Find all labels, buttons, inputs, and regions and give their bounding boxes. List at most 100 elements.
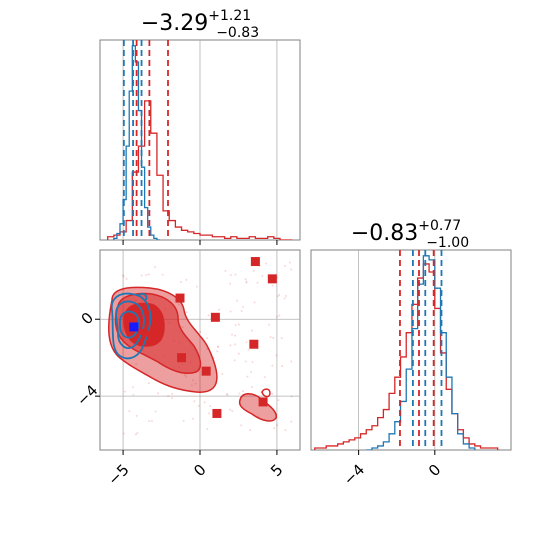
sample-point (272, 336, 275, 339)
sample-point (284, 264, 287, 267)
sample-point (140, 274, 143, 277)
sample-point (203, 401, 206, 404)
sample-point (277, 295, 280, 298)
sample-point (229, 310, 232, 313)
sample-point (122, 432, 125, 435)
red-square-marker (249, 339, 259, 349)
sample-point (180, 280, 183, 283)
blue-square-marker (129, 322, 139, 332)
sample-point (183, 374, 186, 377)
panel-top-left-title-median: −3.29 (141, 11, 208, 36)
sample-point (148, 420, 151, 423)
sample-point (249, 429, 252, 432)
sample-point (181, 326, 184, 329)
panel-top-left-title: −3.29+1.21 −0.83 (141, 8, 259, 41)
sample-point (284, 429, 287, 432)
panel-bottom-right: −0.83+0.77 −1.00 (310, 218, 512, 451)
red-square-marker (201, 366, 211, 376)
panel-bottom-right-title-minus: −1.00 (426, 235, 469, 251)
sample-point (229, 344, 232, 347)
sample-point (197, 404, 200, 407)
top-left-hist-blue (113, 45, 160, 240)
sample-point (250, 385, 253, 388)
sample-point (154, 410, 157, 413)
red-square-marker (175, 293, 185, 303)
sample-point (240, 424, 243, 427)
sample-point (271, 284, 274, 287)
panel-top-left: −3.29+1.21 −0.83 (99, 8, 301, 241)
sample-point (216, 350, 219, 353)
sample-point (217, 345, 220, 348)
sample-point (150, 420, 153, 423)
sample-point (247, 348, 250, 351)
panel-bottom-left (99, 249, 301, 451)
sample-point (290, 420, 293, 423)
sample-point (128, 410, 131, 413)
sample-point (280, 337, 283, 340)
sample-point (237, 352, 240, 355)
red-square-marker (250, 257, 260, 267)
sample-point (271, 392, 274, 395)
sample-point (244, 360, 247, 363)
sample-point (209, 404, 212, 407)
panel-top-left-title-plus: +1.21 (208, 8, 251, 24)
panel-bottom-right-title-median: −0.83 (351, 221, 418, 246)
sample-point (265, 262, 268, 265)
sample-point (145, 274, 148, 277)
red-square-marker (212, 408, 222, 418)
sample-point (161, 273, 164, 276)
bottom-right-hist-blue (366, 255, 476, 450)
sample-point (290, 268, 293, 271)
sample-point (206, 347, 209, 350)
panel-bottom-right-title-plus: +0.77 (418, 218, 461, 234)
sample-point (244, 278, 247, 281)
sample-point (132, 393, 135, 396)
panel-bottom-right-frame (310, 249, 512, 451)
sample-point (216, 345, 219, 348)
sample-point (275, 354, 278, 357)
sample-point (234, 273, 237, 276)
panel-bottom-right-histograms (314, 255, 499, 450)
red-point-marker (140, 328, 150, 338)
sample-point (199, 330, 202, 333)
panel-top-left-title-minus: −0.83 (216, 25, 259, 41)
red-square-marker (267, 274, 277, 284)
sample-point (153, 265, 156, 268)
sample-point (288, 261, 291, 264)
sample-point (236, 299, 239, 302)
sample-point (226, 393, 229, 396)
sample-point (278, 293, 281, 296)
sample-point (231, 333, 234, 336)
sample-point (250, 370, 253, 373)
bottom-left-ytick-label: −4 (73, 381, 101, 409)
sample-point (194, 382, 197, 385)
sample-point (276, 276, 279, 279)
sample-point (192, 379, 195, 382)
sample-point (273, 427, 276, 430)
sample-point (206, 337, 209, 340)
sample-point (284, 294, 287, 297)
sample-point (136, 431, 139, 434)
sample-point (252, 269, 255, 272)
sample-point (238, 392, 241, 395)
sample-point (218, 308, 221, 311)
sample-point (278, 314, 281, 317)
sample-point (268, 323, 271, 326)
sample-point (134, 433, 137, 436)
sample-point (225, 393, 228, 396)
sample-point (147, 273, 150, 276)
sample-point (224, 269, 227, 272)
sample-point (269, 336, 272, 339)
sample-point (131, 386, 134, 389)
sample-point (245, 281, 248, 284)
bottom-left-xtick-label: −5 (104, 461, 132, 489)
red-contour-island (238, 393, 278, 422)
sample-point (229, 282, 232, 285)
sample-point (122, 274, 125, 277)
sample-point (185, 311, 188, 314)
sample-point (271, 364, 274, 367)
sample-point (290, 360, 293, 363)
sample-point (206, 427, 209, 430)
sample-point (245, 280, 248, 283)
